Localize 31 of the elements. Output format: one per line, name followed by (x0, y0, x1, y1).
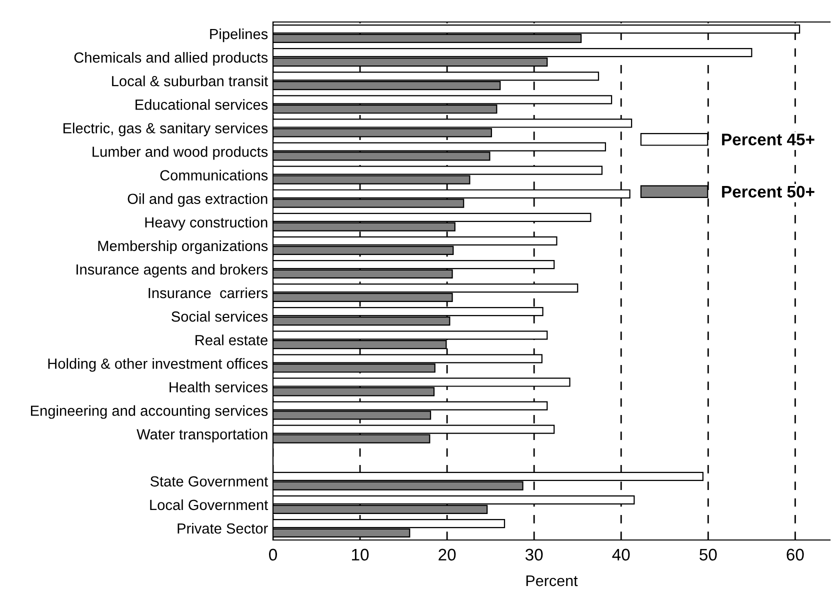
legend-label: Percent 45+ (722, 134, 814, 146)
y-tick-label: State Government (150, 476, 268, 487)
x-tick-label: 30 (525, 548, 543, 561)
x-tick-label: 10 (352, 548, 369, 561)
y-tick-label: Local Government (150, 499, 268, 510)
y-tick-label: Health services (170, 382, 268, 392)
y-tick-label: Water transportation (136, 428, 268, 442)
y-tick-label: Private Sector (178, 522, 268, 534)
y-tick-label: Engineering and accounting services (31, 405, 268, 419)
y-tick-label: Chemicals and allied products (74, 52, 268, 66)
x-tick-label: 50 (700, 548, 717, 561)
y-tick-label: Membership organizations (98, 240, 268, 254)
x-tick-label: 40 (612, 548, 630, 561)
y-tick-label: Pipelines (210, 28, 268, 42)
x-tick-label: 60 (786, 548, 804, 561)
x-axis-title: Percent (526, 576, 578, 586)
y-tick-label: Educational services (136, 99, 268, 110)
legend-label: Percent 50+ (722, 186, 814, 198)
y-tick-label: Real estate (196, 334, 268, 346)
y-tick-label: Insurance agents and brokers (76, 264, 268, 278)
y-tick-label: Social services (172, 311, 268, 322)
y-tick-label: Oil and gas extraction (128, 193, 268, 207)
x-tick-label: 0 (269, 548, 277, 561)
y-tick-label: Local & suburban transit (112, 76, 268, 86)
y-tick-label: Holding & other investment offices (48, 358, 268, 372)
y-tick-label: Insurance carriers (148, 287, 268, 298)
x-tick-label: 20 (438, 548, 456, 561)
y-tick-label: Lumber and wood products (92, 146, 268, 160)
y-tick-label: Electric, gas & sanitary services (63, 122, 268, 136)
y-tick-label: Heavy construction (145, 216, 268, 230)
y-tick-label: Communications (160, 170, 268, 180)
